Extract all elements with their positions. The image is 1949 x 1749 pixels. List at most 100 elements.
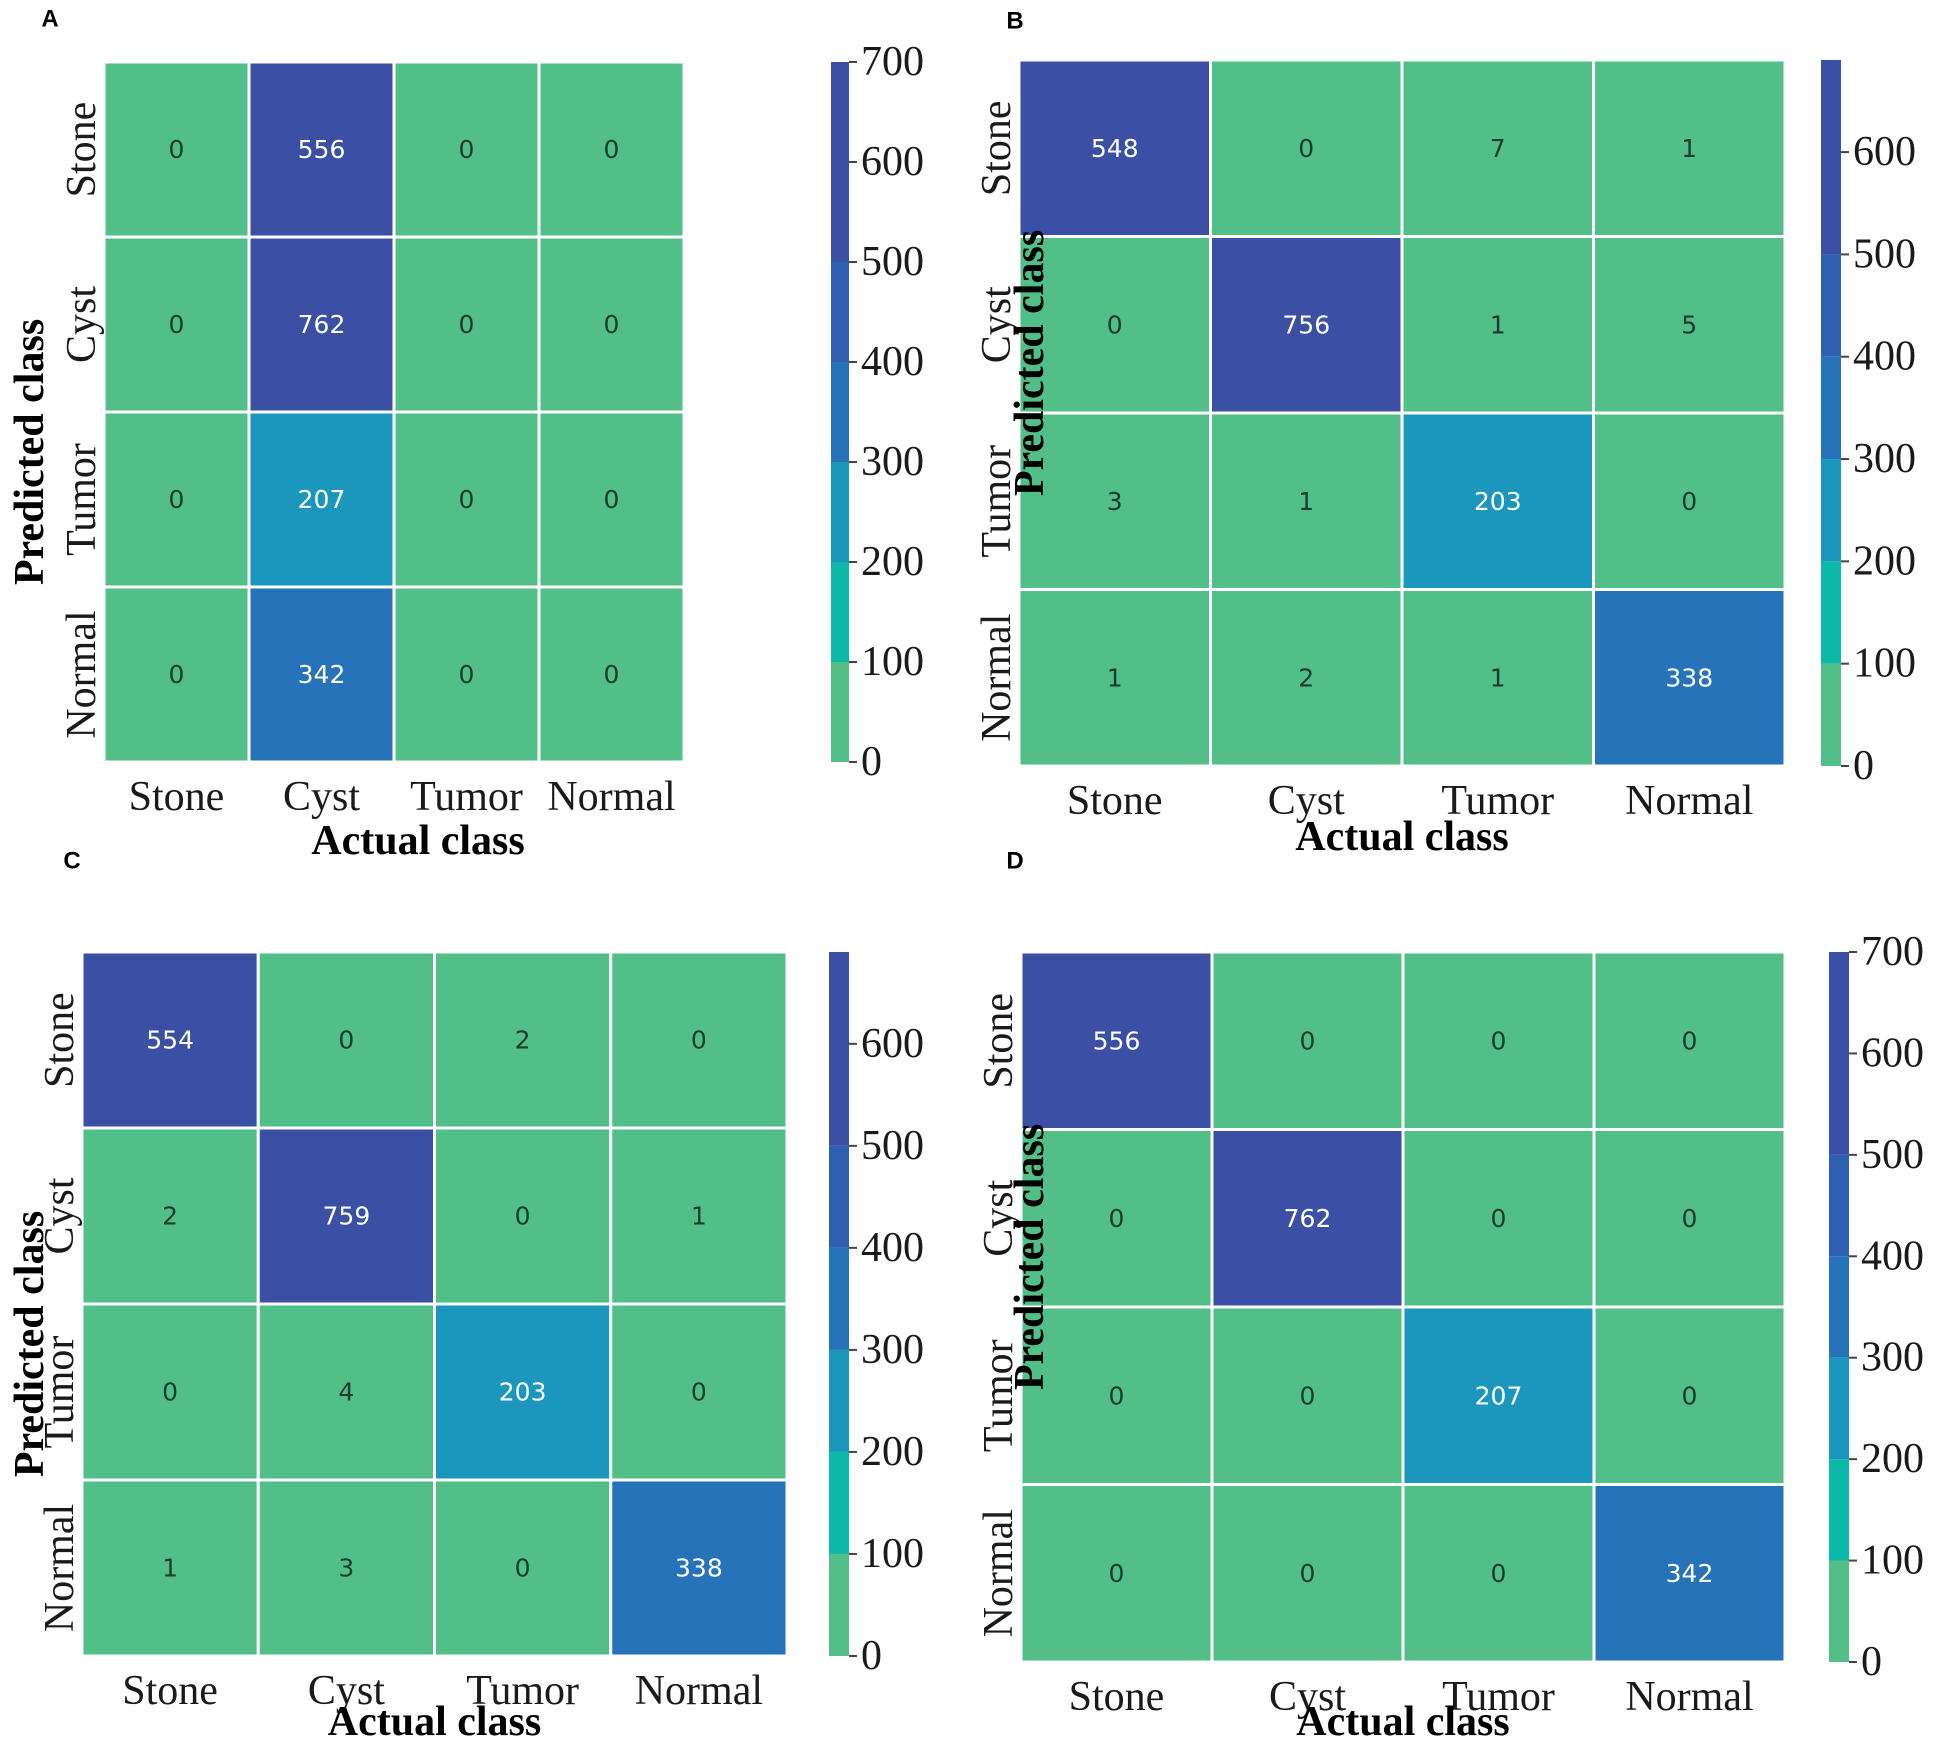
x-tick-label: Cyst bbox=[308, 1668, 385, 1714]
cell-value-label: 203 bbox=[499, 1378, 547, 1407]
colorbar-band bbox=[1821, 60, 1841, 255]
panel-letter: C bbox=[63, 847, 80, 874]
colorbar-tick-label: 500 bbox=[861, 239, 924, 285]
y-tick-label: Stone bbox=[37, 992, 83, 1088]
y-tick-label: Cyst bbox=[59, 286, 105, 363]
heatmap-cell bbox=[609, 1302, 789, 1482]
cell-value-label: 2 bbox=[1298, 663, 1314, 692]
colorbar-tick-label: 200 bbox=[1853, 538, 1916, 584]
cell-value-label: 556 bbox=[298, 135, 346, 164]
heatmap-cell bbox=[1401, 950, 1596, 1131]
heatmap-cell bbox=[80, 1478, 260, 1658]
cell-value-label: 0 bbox=[459, 485, 475, 514]
cell-value-label: 338 bbox=[1665, 663, 1713, 692]
cell-value-label: 2 bbox=[515, 1026, 531, 1055]
panel-letter: D bbox=[1006, 847, 1023, 874]
heatmap-cell bbox=[1019, 950, 1214, 1131]
x-tick-label: Normal bbox=[1625, 778, 1753, 824]
heatmap-cells: 0 556 0 0 0 762 0 0 0 207 0 0 0 342 0 0 bbox=[102, 60, 686, 764]
colorbar-band bbox=[1829, 1357, 1849, 1460]
heatmap-cells: 548 0 7 1 0 756 1 5 3 1 203 0 1 2 1 338 bbox=[1017, 58, 1787, 768]
cell-value-label: 1 bbox=[162, 1554, 178, 1583]
cell-value-label: 7 bbox=[1490, 134, 1506, 163]
colorbar-tick-label: 400 bbox=[1861, 1233, 1924, 1279]
x-tick-label: Normal bbox=[547, 774, 675, 820]
heatmap-cell bbox=[1400, 588, 1595, 768]
y-tick-label: Cyst bbox=[976, 1179, 1022, 1256]
colorbar-tick-label: 100 bbox=[861, 639, 924, 685]
x-tick-label: Stone bbox=[122, 1668, 218, 1714]
colorbar-tick-label: 600 bbox=[1861, 1030, 1924, 1076]
cell-value-label: 548 bbox=[1091, 134, 1139, 163]
cell-value-label: 0 bbox=[604, 660, 620, 689]
panel-d: D 556 0 0 0 0 762 0 0 0 0 207 0 0 0 0 342 Stone Cyst Tumor N… bbox=[976, 847, 1924, 1745]
heatmap-cell bbox=[247, 410, 396, 589]
y-tick-label: Cyst bbox=[37, 1177, 83, 1254]
colorbar-band bbox=[1829, 1560, 1849, 1662]
cell-value-label: 203 bbox=[1474, 487, 1522, 516]
cell-value-label: 1 bbox=[1490, 310, 1506, 339]
y-axis-title: Predicted class bbox=[1007, 230, 1053, 496]
cell-value-label: 0 bbox=[1491, 1026, 1507, 1055]
cell-value-label: 556 bbox=[1093, 1026, 1141, 1055]
heatmap-cell bbox=[1209, 411, 1404, 591]
colorbar: 0 100 200 300 400 500 600 bbox=[1821, 60, 1916, 789]
heatmap-cell bbox=[1400, 411, 1595, 591]
heatmap-cell bbox=[1019, 1483, 1214, 1664]
cell-value-label: 0 bbox=[1109, 1204, 1125, 1233]
colorbar-band bbox=[1829, 952, 1849, 1155]
colorbar-band bbox=[1821, 459, 1841, 562]
cell-value-label: 207 bbox=[1475, 1381, 1523, 1410]
heatmap-cell bbox=[537, 585, 686, 764]
colorbar-tick-label: 200 bbox=[861, 1429, 924, 1475]
cell-value-label: 0 bbox=[169, 485, 185, 514]
heatmap-cell bbox=[1592, 1128, 1787, 1309]
y-tick-label: Normal bbox=[37, 1504, 83, 1632]
heatmap-cell bbox=[102, 585, 251, 764]
heatmap-cell bbox=[609, 1478, 789, 1658]
cell-value-label: 0 bbox=[1109, 1381, 1125, 1410]
cell-value-label: 0 bbox=[1682, 1381, 1698, 1410]
colorbar-band bbox=[831, 562, 849, 662]
colorbar-band bbox=[1821, 561, 1841, 664]
cell-value-label: 0 bbox=[1300, 1381, 1316, 1410]
cell-value-label: 0 bbox=[169, 660, 185, 689]
heatmap-cell bbox=[1019, 1128, 1214, 1309]
y-tick-label: Stone bbox=[59, 102, 105, 198]
colorbar-band bbox=[1829, 1154, 1849, 1257]
heatmap-cell bbox=[102, 60, 251, 239]
heatmap-cell bbox=[247, 60, 396, 239]
cell-value-label: 1 bbox=[1107, 663, 1123, 692]
colorbar-tick-label: 400 bbox=[861, 339, 924, 385]
x-tick-label: Stone bbox=[1069, 1674, 1165, 1720]
colorbar-tick-label: 0 bbox=[861, 1633, 882, 1679]
y-tick-label: Normal bbox=[974, 614, 1020, 742]
panel-letter: A bbox=[41, 5, 58, 32]
colorbar-band bbox=[831, 262, 849, 362]
colorbar-tick-label: 500 bbox=[1861, 1132, 1924, 1178]
x-axis-title: Actual class bbox=[328, 1699, 542, 1745]
cell-value-label: 0 bbox=[604, 485, 620, 514]
colorbar-tick-label: 0 bbox=[1853, 743, 1874, 789]
cell-value-label: 0 bbox=[338, 1026, 354, 1055]
cell-value-label: 0 bbox=[604, 310, 620, 339]
cell-value-label: 5 bbox=[1681, 310, 1697, 339]
heatmap-cell bbox=[1592, 588, 1787, 768]
heatmap-cell bbox=[1019, 1305, 1214, 1486]
y-tick-label: Normal bbox=[976, 1509, 1022, 1637]
x-tick-label: Cyst bbox=[1268, 778, 1345, 824]
heatmap-cell bbox=[537, 60, 686, 239]
colorbar-band bbox=[831, 462, 849, 562]
y-tick-label: Cyst bbox=[974, 286, 1020, 363]
colorbar-band bbox=[831, 662, 849, 762]
colorbar: 0 100 200 300 400 500 600 700 bbox=[831, 39, 924, 785]
heatmap-cell bbox=[1592, 1305, 1787, 1486]
heatmap-cell bbox=[1209, 588, 1404, 768]
heatmap-cell bbox=[1592, 58, 1787, 238]
cell-value-label: 3 bbox=[338, 1554, 354, 1583]
heatmap-cell bbox=[1209, 58, 1404, 238]
colorbar-band bbox=[829, 1145, 849, 1248]
cell-value-label: 0 bbox=[1300, 1559, 1316, 1588]
cell-value-label: 0 bbox=[515, 1202, 531, 1231]
x-tick-label: Tumor bbox=[1441, 778, 1554, 824]
